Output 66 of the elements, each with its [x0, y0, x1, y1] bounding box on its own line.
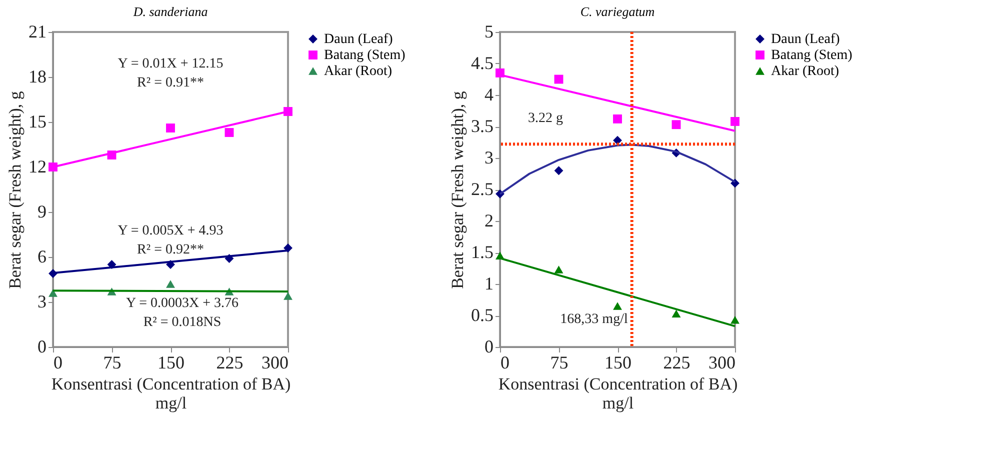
point: [554, 266, 564, 274]
y-axis-title: Berat segar (Fresh weight), g: [6, 90, 24, 289]
legend-label: Batang (Stem): [771, 48, 853, 63]
x-tick-label: 0: [500, 352, 510, 372]
legend-label: Daun (Leaf): [324, 32, 394, 47]
annotation: Y = 0.005X + 4.93: [118, 223, 224, 238]
chart-title: D. sanderiana: [132, 4, 208, 19]
y-tick-label: 1: [484, 274, 494, 294]
point: [554, 74, 564, 84]
point: [613, 136, 622, 145]
point: [613, 302, 622, 310]
x-axis-title: Konsentrasi (Concentration of BA) mg/l: [51, 374, 291, 412]
y-tick-label: 0: [484, 336, 494, 356]
point: [284, 292, 292, 300]
point: [48, 289, 58, 297]
x-tick-label: 150: [158, 352, 184, 372]
x-tick-label: 0: [54, 352, 62, 372]
point: [730, 116, 740, 126]
point: [284, 107, 292, 116]
x-tick-label: 150: [604, 352, 632, 372]
annotation: Y = 0.0003X + 3.76: [126, 296, 238, 311]
annotation: R² = 0.92**: [137, 242, 204, 258]
y-tick-label: 4: [484, 84, 494, 104]
y-tick-label: 9: [38, 202, 46, 222]
x-tick-label: 225: [663, 352, 690, 372]
point: [730, 316, 740, 324]
y-tick-label: 15: [28, 112, 46, 132]
annotation: R² = 0.91**: [137, 75, 204, 90]
legend-label: Batang (Stem): [324, 48, 406, 63]
y-tick-label: 6: [38, 246, 46, 266]
y-tick-label: 2.5: [471, 179, 494, 199]
y-tick-label: 18: [28, 66, 46, 86]
x-axis-title: Konsentrasi (Concentration of BA) mg/l: [498, 374, 738, 412]
y-tick-label: 0: [38, 336, 46, 356]
y-tick-label: 5: [484, 22, 494, 42]
x-tick-label: 300: [708, 352, 736, 372]
legend-label: Daun (Leaf): [771, 32, 840, 47]
x-tick-label: 225: [216, 352, 244, 372]
ref-line-label: 3.22 g: [528, 111, 563, 126]
y-tick-label: 4.5: [471, 53, 494, 73]
x-tick-label: 75: [103, 352, 122, 372]
y-tick-label: 1.5: [471, 242, 494, 262]
point: [224, 128, 234, 137]
point: [613, 114, 622, 124]
y-tick-label: 2: [484, 210, 494, 230]
y-axis-title: Berat segar (Fresh weight), g: [448, 90, 467, 289]
x-tick-label: 75: [550, 352, 568, 372]
y-tick-label: 21: [28, 22, 46, 42]
point: [48, 162, 58, 172]
y-tick-label: 3: [38, 292, 46, 312]
annotation: Y = 0.01X + 12.15: [118, 56, 224, 72]
y-tick-label: 0.5: [471, 305, 494, 325]
y-tick-label: 12: [28, 156, 46, 176]
ref-line-label: 168,33 mg/l: [560, 312, 628, 327]
x-tick-label: 300: [262, 352, 288, 372]
y-tick-label: 3: [484, 148, 494, 168]
y-tick-label: 3.5: [471, 116, 494, 136]
point: [672, 120, 681, 130]
point: [672, 310, 681, 318]
point: [166, 124, 175, 132]
annotation: R² = 0.018NS: [143, 314, 222, 330]
point: [166, 280, 175, 288]
chart-title: C. variegatum: [580, 4, 655, 19]
legend-label: Akar (Root): [324, 64, 392, 79]
legend-label: Akar (Root): [771, 64, 840, 79]
point: [554, 166, 564, 176]
